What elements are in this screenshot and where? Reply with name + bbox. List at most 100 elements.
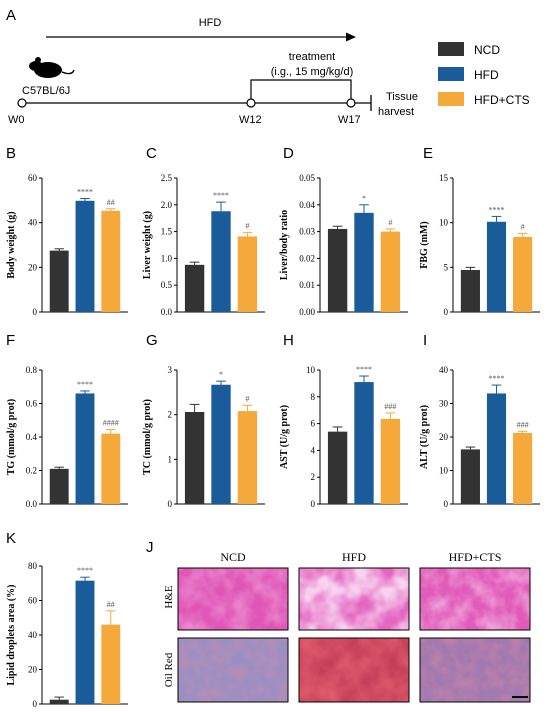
histology-image-he-ncd [177, 567, 289, 631]
bar-h-0 [327, 431, 348, 504]
significance-mark: **** [489, 205, 505, 214]
bar-c-2 [237, 236, 258, 312]
bar-h-2 [380, 418, 401, 504]
panel-label-j: J [146, 539, 154, 556]
y-tick-label: 2.0 [161, 200, 173, 210]
panel-a-timeline: A HFD C57BL/6J treatment (i.g., 15 mg/kg… [6, 7, 418, 126]
histology-image-oilred-hfd [298, 637, 410, 703]
significance-mark: **** [77, 380, 93, 389]
bar-d-1 [354, 212, 374, 312]
histology-column-hfd-cts: HFD+CTS [449, 550, 502, 564]
y-tick-label: 40 [28, 218, 38, 228]
significance-mark: ## [107, 600, 115, 609]
histology-row-he: H&E [163, 585, 175, 609]
y-tick-label: 60 [28, 173, 38, 183]
y-tick-label: 1.5 [161, 227, 173, 237]
y-tick-label: 0.8 [26, 365, 38, 375]
y-tick-label: 40 [439, 365, 449, 375]
y-tick-label: 30 [439, 399, 449, 409]
significance-mark: # [245, 394, 249, 403]
y-tick-label: 0 [444, 499, 449, 509]
y-tick-label: 1.0 [161, 253, 173, 263]
y-axis-label-d: Liver/body ratio [279, 210, 290, 280]
y-tick-label: 20 [439, 432, 449, 442]
histology-row-oil-red: Oil Red [163, 652, 175, 687]
bar-i-2 [513, 432, 533, 504]
significance-mark: * [219, 370, 223, 379]
legend-label-ncd: NCD [474, 43, 500, 57]
significance-mark: **** [77, 566, 93, 575]
histology-image-he-hfd-cts [419, 567, 531, 631]
timepoint-w12: W12 [239, 114, 262, 126]
y-tick-label: 0 [444, 307, 449, 317]
panel-j-histology: J NCD HFD HFD+CTS H&E Oil Red [146, 539, 531, 703]
y-tick-label: 20 [28, 665, 38, 675]
treatment-bracket [250, 79, 352, 103]
panel-label-e: E [423, 145, 433, 162]
mouse-icon [29, 57, 75, 78]
y-tick-label: 0 [33, 699, 38, 709]
panel-label-f: F [6, 332, 15, 349]
bar-k-2 [101, 624, 121, 704]
y-axis-label-k: Lipid droplets area (%) [6, 584, 17, 685]
end-label-line-1: Tissue [386, 91, 418, 103]
y-tick-label: 0.0 [26, 499, 38, 509]
panel-label-k: K [6, 530, 16, 547]
end-label-line-2: harvest [378, 106, 414, 118]
legend-label-hfd: HFD [474, 68, 499, 82]
y-tick-label: 0.4 [26, 432, 38, 442]
timepoint-marker-w17 [346, 98, 356, 108]
bar-b-0 [49, 250, 69, 312]
legend-swatch-hfd [438, 67, 464, 81]
legend: NCD HFD HFD+CTS [438, 42, 530, 107]
hfd-period-label: HFD [199, 17, 222, 29]
y-tick-label: 10 [306, 365, 316, 375]
significance-mark: **** [77, 188, 93, 197]
chart-panel-g: G 0 1 2 3 TC (mmol/g prot) * # [142, 332, 265, 509]
bar-g-0 [184, 411, 205, 504]
panel-label-i: I [423, 332, 427, 349]
legend-label-hfd-cts: HFD+CTS [474, 93, 530, 107]
y-tick-label: 0.02 [299, 253, 315, 263]
legend-swatch-ncd [438, 42, 464, 56]
chart-panel-k: K 0 20 40 60 80 Lipid droplets area (%) **** ## [6, 530, 128, 709]
significance-mark: #### [103, 418, 119, 427]
histology-image-oilred-hfd-cts [419, 637, 531, 703]
significance-mark: # [388, 218, 392, 227]
y-tick-label: 15 [439, 173, 449, 183]
bar-c-1 [211, 211, 231, 312]
bar-e-2 [513, 236, 533, 312]
y-tick-label: 5 [444, 262, 449, 272]
y-tick-label: 2.5 [161, 173, 173, 183]
bar-f-0 [49, 468, 69, 504]
y-tick-label: 2 [168, 410, 173, 420]
y-tick-label: 0.04 [299, 200, 315, 210]
y-tick-label: 0 [168, 499, 173, 509]
bar-b-2 [101, 210, 121, 312]
legend-swatch-hfd-cts [438, 92, 464, 106]
chart-panel-e: E 0 5 10 15 FBG (mM) **** # [419, 145, 540, 317]
significance-mark: ## [107, 198, 115, 207]
y-axis-label-g: TC (mmol/g prot) [142, 399, 153, 475]
y-axis-label-e: FBG (mM) [419, 221, 430, 269]
timepoint-marker-w12 [246, 98, 256, 108]
histology-column-ncd: NCD [220, 550, 246, 564]
bar-e-1 [486, 221, 507, 312]
bar-k-1 [75, 580, 95, 704]
hfd-arrow-head [346, 32, 356, 42]
y-tick-label: 2 [311, 472, 316, 482]
y-tick-label: 0.05 [299, 173, 315, 183]
y-axis-label-h: AST (U/g prot) [279, 405, 290, 469]
histology-image-he-hfd [298, 567, 410, 631]
y-tick-label: 0.5 [161, 280, 173, 290]
y-tick-label: 0 [33, 307, 38, 317]
y-tick-label: 0 [311, 499, 316, 509]
bar-k-0 [49, 699, 69, 704]
bar-g-1 [211, 384, 231, 504]
chart-panel-b: B 0 20 40 60 Body weight (g) **** ## [6, 145, 128, 317]
significance-mark: **** [213, 191, 229, 200]
panel-label-a: A [6, 7, 16, 24]
significance-mark: **** [489, 374, 505, 383]
significance-mark: ### [384, 402, 396, 411]
